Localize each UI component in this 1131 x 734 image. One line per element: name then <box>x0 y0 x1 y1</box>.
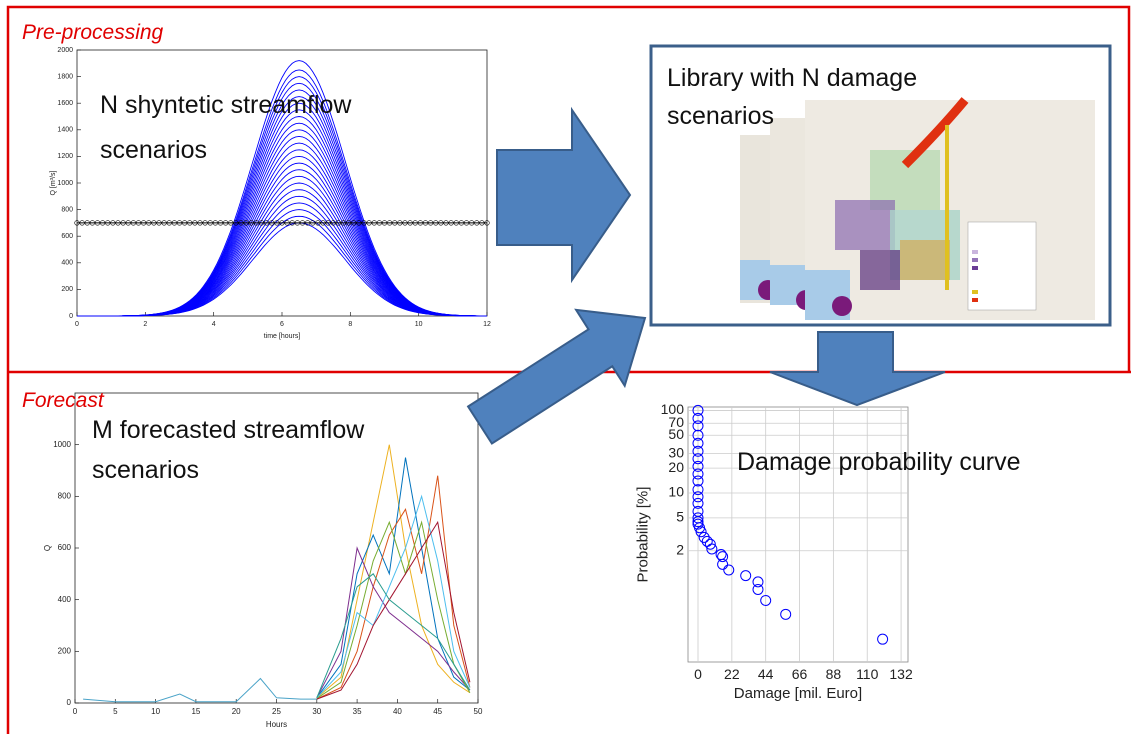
x-tick-label: 12 <box>483 321 491 328</box>
y-tick-label: 100 <box>661 401 685 417</box>
y-tick-label: 400 <box>58 595 72 604</box>
map-stack <box>740 100 1095 320</box>
x-tick-label: 15 <box>191 707 200 716</box>
x-tick-label: 66 <box>792 666 808 682</box>
y-tick-label: 0 <box>67 698 72 707</box>
x-tick-label: 10 <box>151 707 160 716</box>
x-axis-label: Damage [mil. Euro] <box>734 685 862 702</box>
y-tick-label: 200 <box>61 286 73 293</box>
map-legend-swatch <box>972 290 978 294</box>
x-tick-label: 22 <box>724 666 740 682</box>
y-axis-label: Q [m³/s] <box>50 171 57 196</box>
caption: N shyntetic streamflow <box>100 91 352 119</box>
x-tick-label: 5 <box>113 707 118 716</box>
x-axis-label: Hours <box>266 720 287 729</box>
y-axis-label: Q <box>43 545 52 551</box>
x-tick-label: 4 <box>212 321 216 328</box>
x-tick-label: 30 <box>312 707 321 716</box>
y-tick-label: 1800 <box>57 73 73 80</box>
map-zone <box>900 240 950 280</box>
x-tick-label: 25 <box>272 707 281 716</box>
y-tick-label: 2 <box>676 541 684 557</box>
map-zone <box>860 250 900 290</box>
map-legend <box>968 222 1036 310</box>
x-tick-label: 0 <box>75 321 79 328</box>
map-legend-swatch <box>972 266 978 270</box>
y-tick-label: 1400 <box>57 127 73 134</box>
arrow-down <box>770 332 945 405</box>
y-tick-label: 600 <box>61 233 73 240</box>
x-tick-label: 44 <box>758 666 774 682</box>
y-tick-label: 0 <box>69 313 73 320</box>
section-title: Pre-processing <box>22 21 164 44</box>
y-tick-label: 10 <box>668 484 684 500</box>
x-tick-label: 20 <box>232 707 241 716</box>
map-legend-swatch <box>972 258 978 262</box>
y-tick-label: 1600 <box>57 100 73 107</box>
x-tick-label: 110 <box>856 666 879 682</box>
diagram: 0200400600800100012001400160018002000024… <box>0 0 1131 734</box>
caption: Library with N damage <box>667 64 917 92</box>
y-tick-label: 2000 <box>57 47 73 54</box>
plot-area <box>688 407 908 662</box>
map-zone <box>835 200 895 250</box>
y-tick-label: 1000 <box>53 440 71 449</box>
caption: Damage probability curve <box>737 448 1020 476</box>
x-tick-label: 0 <box>694 666 702 682</box>
y-axis-label: Probability [%] <box>635 487 652 583</box>
y-tick-label: 1200 <box>57 153 73 160</box>
x-tick-label: 2 <box>143 321 147 328</box>
y-tick-label: 800 <box>61 206 73 213</box>
x-axis-label: time [hours] <box>264 333 301 340</box>
caption: scenarios <box>92 456 199 484</box>
y-tick-label: 600 <box>58 543 72 552</box>
map-dot <box>832 296 852 316</box>
arrow-diagonal <box>468 310 645 444</box>
x-tick-label: 40 <box>393 707 402 716</box>
y-tick-label: 5 <box>676 509 684 525</box>
x-tick-label: 45 <box>433 707 442 716</box>
x-tick-label: 10 <box>415 321 423 328</box>
y-tick-label: 20 <box>668 459 684 475</box>
section-title: Forecast <box>22 389 105 412</box>
plot-area <box>77 50 487 316</box>
arrow-right <box>497 110 630 280</box>
y-tick-label: 400 <box>61 260 73 267</box>
y-tick-label: 1000 <box>57 180 73 187</box>
caption: scenarios <box>667 102 774 130</box>
x-tick-label: 0 <box>73 707 78 716</box>
caption: M forecasted streamflow <box>92 416 365 444</box>
x-tick-label: 50 <box>474 707 483 716</box>
map-legend-swatch <box>972 298 978 302</box>
map-road <box>945 125 949 290</box>
x-tick-label: 88 <box>826 666 842 682</box>
y-tick-label: 30 <box>668 444 684 460</box>
x-tick-label: 35 <box>353 707 362 716</box>
caption: scenarios <box>100 136 207 164</box>
map-legend-swatch <box>972 250 978 254</box>
x-tick-label: 8 <box>348 321 352 328</box>
x-tick-label: 6 <box>280 321 284 328</box>
y-tick-label: 200 <box>58 646 72 655</box>
x-tick-label: 132 <box>889 666 913 682</box>
y-tick-label: 800 <box>58 491 72 500</box>
